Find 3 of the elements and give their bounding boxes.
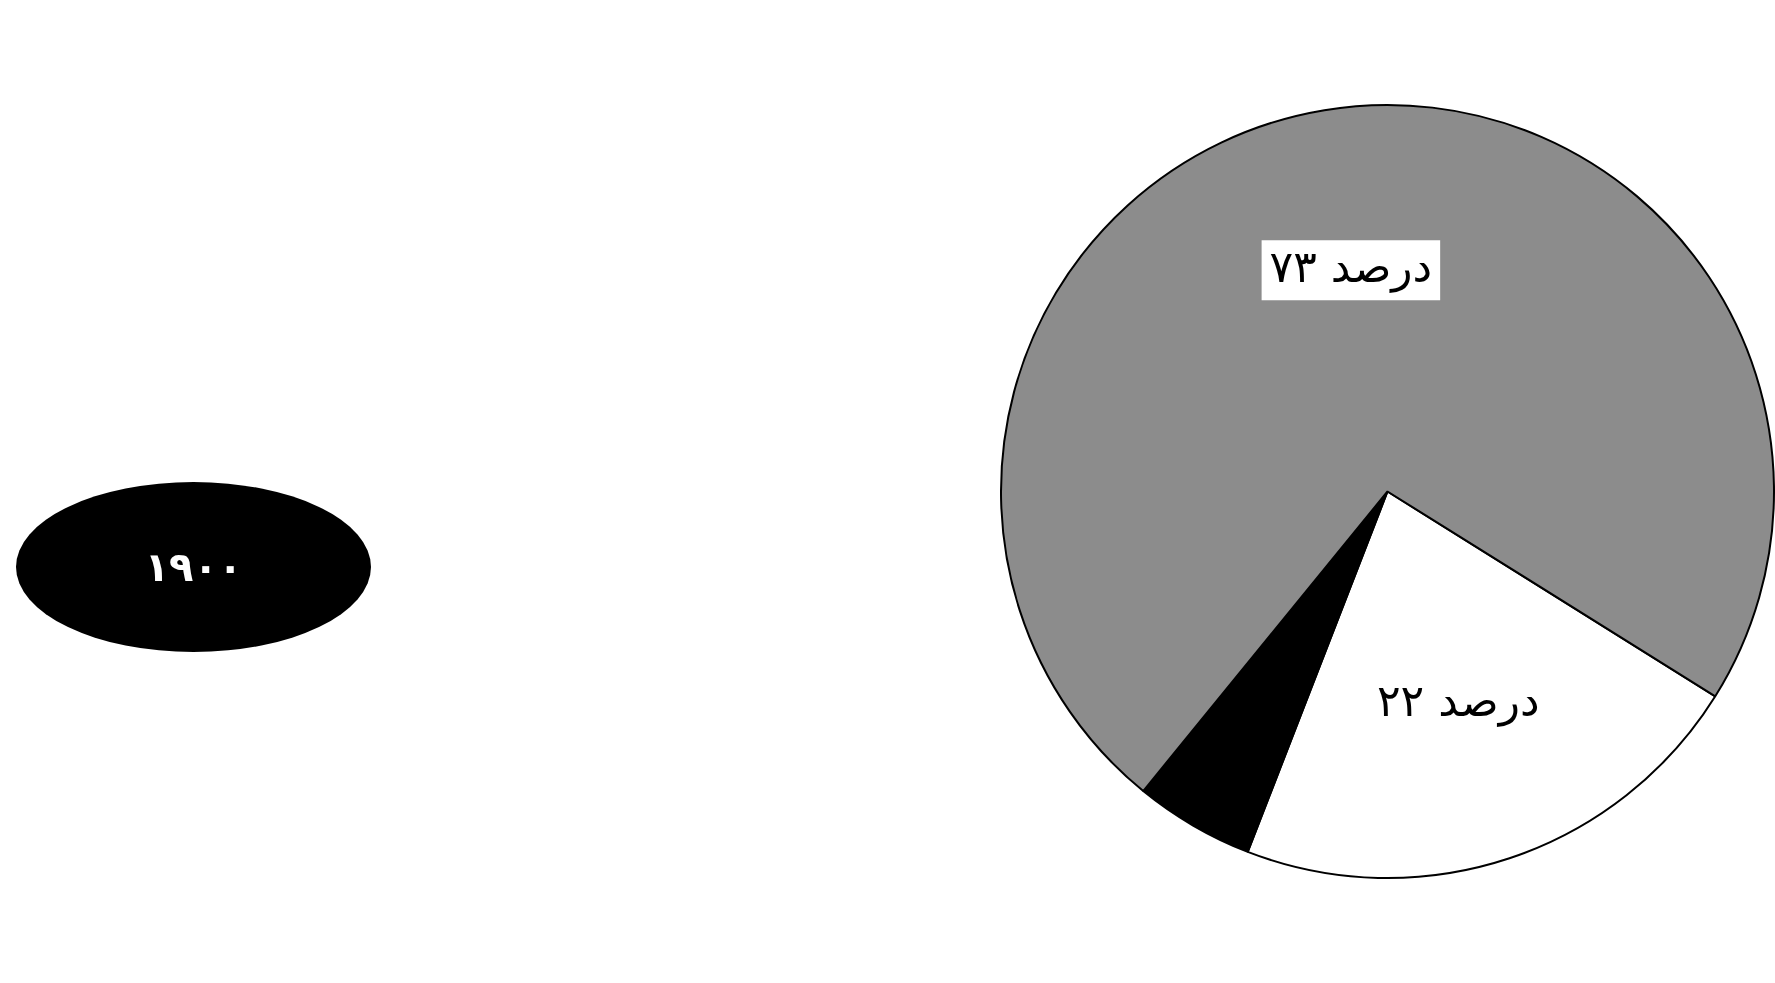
data-label: ۷۳ درصد [1269, 240, 1433, 293]
data-label: ۲۲ درصد [1376, 674, 1540, 727]
text: ۱۹۰۰ [16, 482, 371, 652]
